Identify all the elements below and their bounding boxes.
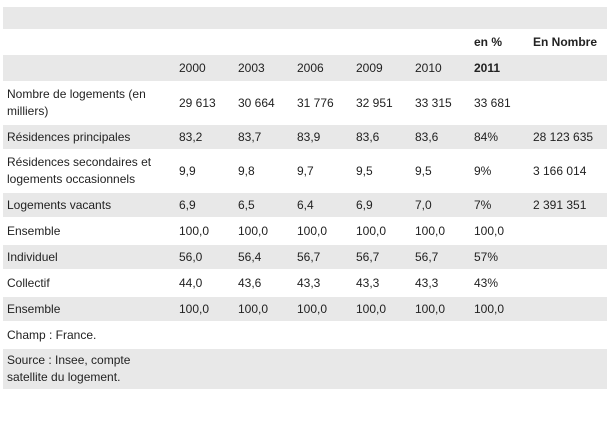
table-cell: 9,8 [238,163,255,178]
table-cell-number [529,297,607,321]
table-cell-number [529,219,607,243]
table-cell: 56,7 [356,249,380,264]
row-label: Individuel [7,249,58,264]
table-cell: 43% [474,275,499,290]
table-cell: 6,4 [297,197,314,212]
row-label: Collectif [7,275,50,290]
table-row: Collectif 44,0 43,6 43,3 43,3 43,3 43% [3,271,607,297]
table-cell: 9,9 [179,163,196,178]
table-cell: 100,0 [179,223,210,238]
table-cell: 100,0 [297,223,328,238]
table-cell: 56,4 [238,249,262,264]
table-cell: 83,2 [179,129,203,144]
years-header-row: 2000 2003 2006 2009 2010 2011 [3,55,607,83]
table-row: Ensemble 100,0 100,0 100,0 100,0 100,0 1… [3,219,607,245]
table-cell: 9% [474,163,492,178]
table-cell: 43,6 [238,275,262,290]
table-cell: 9,5 [356,163,373,178]
units-header-row: en % En Nombre [3,31,607,55]
table-cell: 44,0 [179,275,203,290]
table-cell: 100,0 [474,223,505,238]
table-cell: 100,0 [415,223,446,238]
year-header: 2000 [179,60,206,75]
table-cell: 100,0 [356,301,387,316]
table-cell: 100,0 [356,223,387,238]
champ-note: Champ : France. [7,327,97,342]
table-cell: 84% [474,129,499,144]
table-cell: 9,5 [415,163,432,178]
table-cell: 9,7 [297,163,314,178]
table-cell: 30 664 [238,95,275,110]
table-cell: 43,3 [297,275,321,290]
table-cell: 100,0 [297,301,328,316]
year-header: 2009 [356,60,383,75]
note-row-champ: Champ : France. [3,323,607,349]
row-label: Nombre de logements (en milliers) [7,87,146,118]
table-cell: 43,3 [415,275,439,290]
year-header: 2006 [297,60,324,75]
table-row: Résidences principales 83,2 83,7 83,9 83… [3,125,607,151]
table-cell-number [529,271,607,295]
row-label: Ensemble [7,223,61,238]
table-cell: 6,5 [238,197,255,212]
table-cell-number [529,83,607,123]
table-cell: 56,0 [179,249,203,264]
table-cell: 100,0 [238,223,269,238]
row-label: Ensemble [7,301,61,316]
table-cell: 100,0 [238,301,269,316]
table-cell: 33 681 [474,95,511,110]
table-row: Logements vacants 6,9 6,5 6,4 6,9 7,0 7%… [3,193,607,219]
table-cell: 29 613 [179,95,216,110]
table-cell: 83,7 [238,129,262,144]
table-cell-number: 28 123 635 [533,129,594,144]
table-cell: 83,6 [356,129,380,144]
row-label: Logements vacants [7,197,112,212]
table-cell: 56,7 [297,249,321,264]
table-cell: 100,0 [179,301,210,316]
table-cell: 7% [474,197,492,212]
year-header: 2003 [238,60,265,75]
row-label: Résidences principales [7,129,131,144]
unit-number-label: En Nombre [533,34,598,49]
table-cell: 83,9 [297,129,321,144]
table-row: Individuel 56,0 56,4 56,7 56,7 56,7 57% [3,245,607,271]
table-cell: 6,9 [356,197,373,212]
row-label: Résidences secondaires et logements occa… [7,155,152,186]
table-row: Nombre de logements (en milliers) 29 613… [3,83,607,125]
table-top-blank-row [3,7,607,31]
table-cell: 43,3 [356,275,380,290]
unit-percent-label: en % [474,34,503,49]
table-cell: 83,6 [415,129,439,144]
table-cell-number: 3 166 014 [533,163,587,178]
table-cell: 33 315 [415,95,452,110]
table-row: Résidences secondaires et logements occa… [3,151,607,193]
table-cell: 32 951 [356,95,393,110]
table-cell: 31 776 [297,95,334,110]
note-row-source: Source : Insee, compte satellite du loge… [3,349,607,391]
table-cell: 7,0 [415,197,432,212]
table-cell: 100,0 [415,301,446,316]
housing-table: en % En Nombre 2000 2003 2006 2009 2010 … [3,7,607,391]
table-cell: 57% [474,249,499,264]
table-cell: 100,0 [474,301,505,316]
table-cell-number: 2 391 351 [533,197,587,212]
table-cell: 56,7 [415,249,439,264]
table-row: Ensemble 100,0 100,0 100,0 100,0 100,0 1… [3,297,607,323]
table-cell: 6,9 [179,197,196,212]
year-header-current: 2011 [474,60,501,75]
table-cell-number [529,245,607,269]
units-header-empty [3,31,175,53]
year-header: 2010 [415,60,442,75]
source-note: Source : Insee, compte satellite du loge… [7,353,131,384]
